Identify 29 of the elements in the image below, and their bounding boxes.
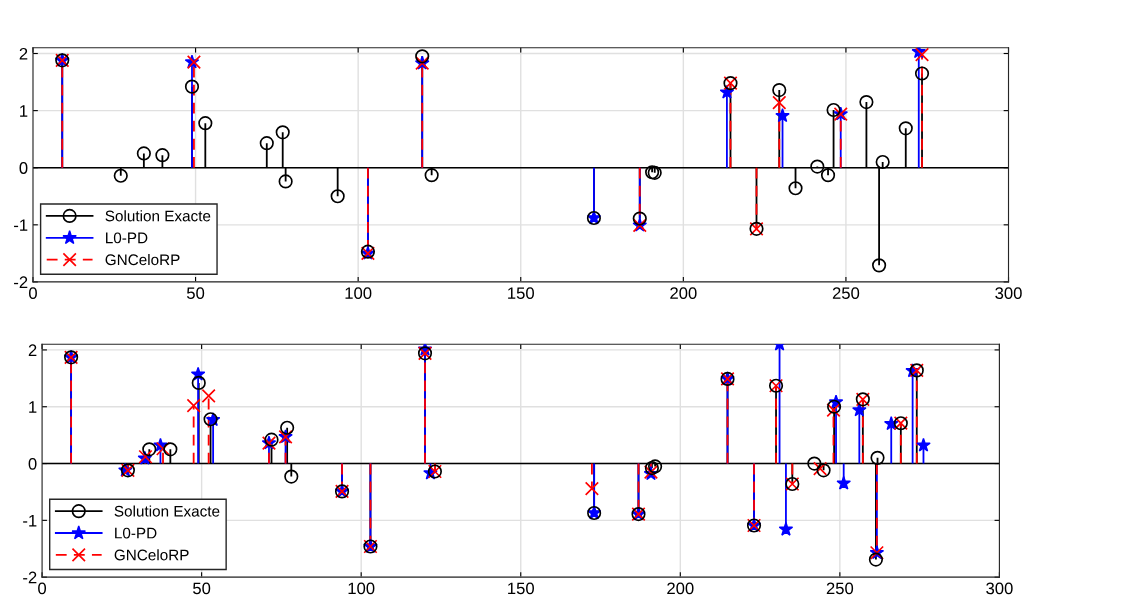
- x-tick-label: 300: [986, 582, 1013, 595]
- x-tick-label: 100: [348, 582, 375, 595]
- y-tick-label: 0: [28, 457, 37, 470]
- y-tick-label: 2: [28, 344, 37, 356]
- x-tick-label: 300: [995, 287, 1022, 300]
- x-tick-label: 0: [38, 582, 47, 595]
- x-tick-label: 50: [186, 287, 205, 300]
- x-tick-label: 250: [826, 582, 854, 595]
- y-tick-label: -1: [14, 219, 28, 231]
- y-tick-label: 2: [19, 47, 28, 60]
- x-tick-label: 100: [345, 287, 372, 300]
- y-tick-label: 1: [20, 105, 28, 117]
- x-tick-label: 200: [667, 582, 694, 595]
- x-tick-label: 250: [832, 287, 860, 300]
- legend-label: L0-PD: [115, 527, 157, 539]
- x-tick-label: 150: [508, 582, 534, 595]
- legend-label: GNCeloRP: [114, 549, 189, 561]
- y-tick-label: -2: [23, 571, 37, 584]
- x-tick-label: 150: [508, 287, 534, 300]
- y-tick-label: -2: [14, 276, 28, 288]
- y-tick-label: -1: [23, 514, 37, 527]
- y-tick-label: 0: [19, 162, 28, 174]
- y-tick-label: 1: [29, 401, 37, 413]
- x-tick-label: 50: [193, 582, 211, 595]
- legend-label: Solution Exacte: [114, 505, 220, 517]
- legend-label: Solution Exacte: [105, 210, 211, 222]
- x-tick-label: 200: [670, 287, 697, 300]
- legend-label: L0-PD: [106, 232, 148, 244]
- legend-label: GNCeloRP: [105, 253, 180, 266]
